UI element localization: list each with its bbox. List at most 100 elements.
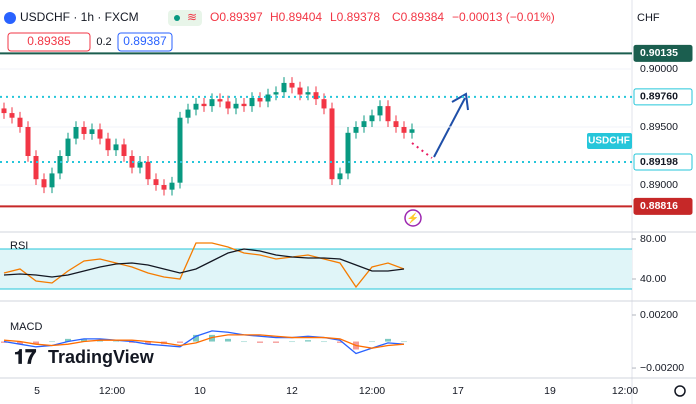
- candle-body: [305, 92, 311, 95]
- buy-button[interactable]: [117, 32, 173, 52]
- symbol-label: USDCHF: [588, 136, 630, 147]
- macd-histogram-bar: [113, 341, 119, 343]
- candle-body: [233, 103, 239, 109]
- candle-body: [25, 126, 31, 157]
- candle-body: [33, 156, 39, 180]
- candle-body: [385, 106, 391, 122]
- x-tick-label: 12:00: [359, 385, 385, 397]
- level-label: 0.89198: [640, 156, 678, 168]
- y-tick-label: 0.89000: [640, 179, 678, 191]
- candle-body: [321, 99, 327, 109]
- currency[interactable]: CHF: [637, 12, 660, 24]
- candle-body: [73, 126, 79, 139]
- candle-body: [177, 117, 183, 183]
- macd-histogram-bar: [225, 338, 231, 342]
- macd-histogram-bar: [369, 341, 375, 343]
- candle-body: [393, 121, 399, 127]
- level-label-box: [633, 197, 693, 215]
- macd-histogram-bar: [129, 341, 135, 343]
- macd-histogram-bar: [49, 341, 55, 343]
- y-tick-label: 0.00200: [640, 309, 678, 321]
- level-label: 0.89760: [640, 91, 678, 103]
- candle-body: [265, 94, 271, 102]
- logo-mark: 𝟏𝟕: [14, 346, 36, 368]
- ohlc-value: L0.89378: [330, 10, 380, 24]
- y-tick-label: 40.00: [640, 273, 666, 285]
- symbol-label-box: [587, 133, 632, 149]
- candle-body: [169, 182, 175, 190]
- candle-body: [1, 108, 7, 114]
- y-tick-label: −0.00200: [640, 362, 684, 374]
- candle-body: [113, 144, 119, 151]
- candle-body: [337, 173, 343, 180]
- candle-body: [217, 99, 223, 102]
- macd-histogram-bar: [97, 340, 103, 342]
- indicator-line: [3, 248, 405, 278]
- candle-body: [161, 185, 167, 190]
- candle-body: [49, 173, 55, 188]
- level-label-box: [633, 88, 693, 106]
- candle-body: [17, 117, 23, 127]
- price-change: −0.00013 (−0.01%): [452, 10, 555, 24]
- candle-body: [401, 126, 407, 133]
- candle-body: [345, 132, 351, 174]
- level-label-box: [633, 153, 693, 171]
- symbol-title[interactable]: USDCHF · 1h · FXCM: [20, 10, 139, 24]
- x-tick-label: 12:00: [99, 385, 125, 397]
- ohlc-value: O0.89397: [210, 10, 263, 24]
- candle-body: [209, 99, 215, 107]
- candle-body: [153, 179, 159, 186]
- candle-body: [81, 126, 87, 134]
- x-tick-label: 5: [34, 385, 40, 397]
- x-tick-label: 10: [194, 385, 206, 397]
- macd-histogram-bar: [305, 340, 311, 342]
- symbol-icon: [4, 12, 16, 24]
- macd-histogram-bar: [401, 341, 407, 343]
- market-status[interactable]: [168, 10, 202, 26]
- macd-histogram-bar: [289, 341, 295, 343]
- macd-histogram-bar: [193, 334, 199, 342]
- status-dot: [174, 15, 180, 21]
- sell-button[interactable]: [7, 32, 91, 52]
- y-tick-label: 0.90000: [640, 63, 678, 75]
- macd-histogram-bar: [145, 341, 151, 345]
- macd-histogram-bar: [65, 338, 71, 342]
- candle-body: [185, 109, 191, 118]
- candle-body: [121, 144, 127, 157]
- event-icon[interactable]: [404, 209, 422, 227]
- level-label-box: [633, 44, 693, 62]
- macd-histogram-bar: [241, 341, 247, 343]
- macd-histogram-bar: [177, 341, 183, 343]
- candle-body: [9, 113, 15, 118]
- candle-body: [241, 103, 247, 107]
- ohlc-value: C0.89384: [392, 10, 444, 24]
- settings-icon[interactable]: [674, 385, 686, 397]
- brand: TradingView: [48, 347, 155, 367]
- candle-body: [313, 92, 319, 100]
- projection-arrow: [433, 97, 466, 158]
- ask-price: 0.89387: [123, 34, 167, 48]
- candle-body: [57, 156, 63, 174]
- candle-body: [297, 87, 303, 95]
- ohlc-value: H0.89404: [270, 10, 322, 24]
- status-icon: ≋: [187, 10, 197, 24]
- event-icon-glyph: ⚡: [407, 212, 419, 225]
- macd-histogram-bar: [337, 341, 343, 343]
- candle-body: [409, 129, 415, 133]
- candle-body: [41, 179, 47, 188]
- candle-body: [105, 138, 111, 151]
- macd-histogram-bar: [1, 341, 7, 343]
- pane-title: MACD: [10, 321, 42, 333]
- macd-histogram-bar: [321, 341, 327, 343]
- level-label: 0.90135: [640, 47, 678, 59]
- candle-body: [273, 92, 279, 95]
- indicator-line: [3, 334, 405, 349]
- candle-body: [369, 115, 375, 122]
- macd-histogram-bar: [17, 341, 23, 345]
- candle-body: [145, 161, 151, 180]
- x-tick-label: 12: [286, 385, 298, 397]
- candle-body: [377, 106, 383, 116]
- candle-body: [281, 82, 287, 93]
